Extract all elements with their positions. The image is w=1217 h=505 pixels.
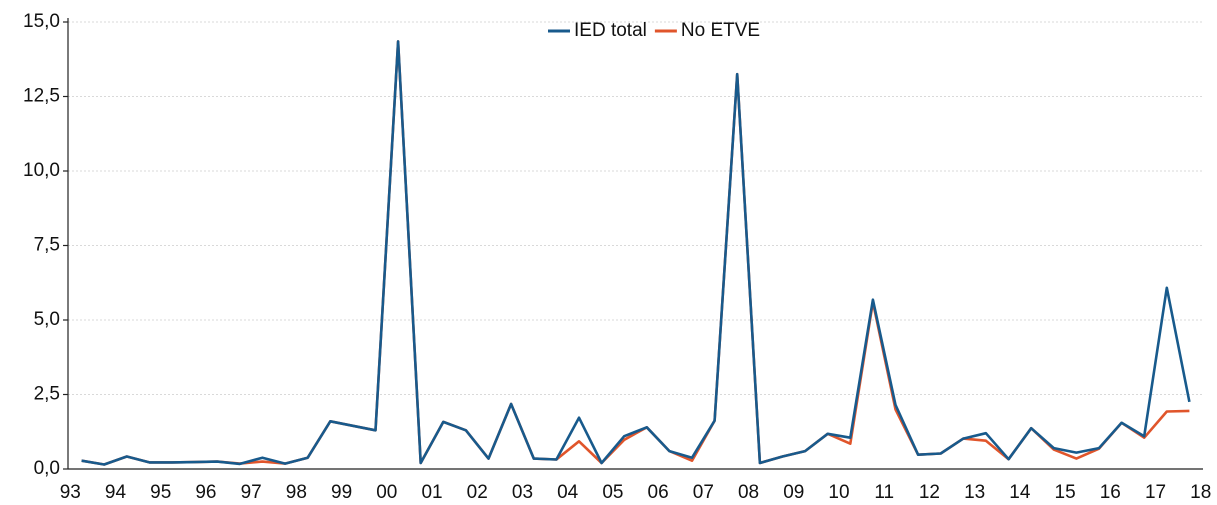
x-tick-label: 16 bbox=[1100, 482, 1121, 503]
x-tick-label: 06 bbox=[648, 482, 669, 503]
x-tick-label: 12 bbox=[919, 482, 940, 503]
y-tick-label: 2,5 bbox=[34, 384, 60, 405]
x-tick-label: 11 bbox=[874, 482, 894, 503]
x-tick-label: 17 bbox=[1145, 482, 1166, 503]
x-tick-label: 01 bbox=[421, 482, 442, 503]
x-tick-label: 14 bbox=[1009, 482, 1031, 503]
x-tick-label: 95 bbox=[150, 482, 171, 503]
y-tick-label: 5,0 bbox=[34, 309, 60, 330]
x-tick-label: 97 bbox=[241, 482, 262, 503]
x-tick-label: 03 bbox=[512, 482, 533, 503]
legend-label: IED total bbox=[574, 20, 647, 41]
x-tick-label: 02 bbox=[467, 482, 488, 503]
y-tick-label: 10,0 bbox=[23, 160, 60, 181]
x-tick-label: 04 bbox=[557, 482, 579, 503]
series-line bbox=[81, 40, 1190, 466]
x-tick-label: 94 bbox=[105, 482, 127, 503]
x-tick-label: 99 bbox=[331, 482, 352, 503]
x-tick-label: 05 bbox=[602, 482, 623, 503]
x-tick-label: 09 bbox=[783, 482, 804, 503]
series-line bbox=[81, 40, 1191, 466]
x-tick-label: 10 bbox=[828, 482, 849, 503]
y-tick-label: 7,5 bbox=[34, 235, 60, 256]
x-tick-label: 00 bbox=[376, 482, 397, 503]
x-tick-label: 08 bbox=[738, 482, 759, 503]
x-tick-label: 18 bbox=[1190, 482, 1211, 503]
y-tick-label: 12,5 bbox=[23, 86, 60, 107]
x-tick-label: 93 bbox=[60, 482, 81, 503]
x-tick-label: 98 bbox=[286, 482, 307, 503]
x-tick-label: 13 bbox=[964, 482, 985, 503]
y-tick-label: 0,0 bbox=[34, 458, 60, 479]
y-tick-label: 15,0 bbox=[23, 11, 60, 32]
legend-label: No ETVE bbox=[681, 20, 760, 41]
x-tick-label: 96 bbox=[195, 482, 216, 503]
x-tick-label: 15 bbox=[1055, 482, 1076, 503]
x-tick-label: 07 bbox=[693, 482, 714, 503]
